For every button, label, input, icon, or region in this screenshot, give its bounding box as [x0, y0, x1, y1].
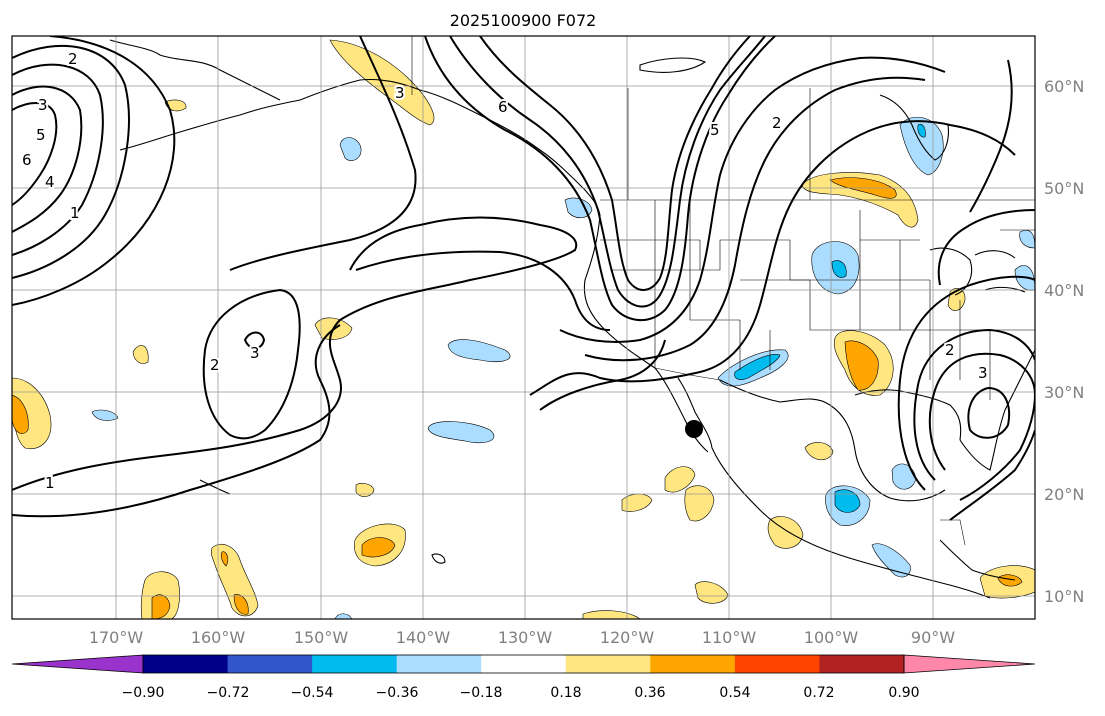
lon-label: 140°W [396, 628, 451, 647]
lon-label: 120°W [600, 628, 655, 647]
colorbar-ticks: −0.90 −0.72 −0.54 −0.36 −0.18 0.18 0.36 … [122, 685, 920, 701]
colorbar-tick-label: −0.36 [376, 685, 419, 701]
graticule [12, 36, 1035, 619]
contour-label: 6 [22, 151, 32, 169]
shade-positive [694, 581, 729, 604]
colorbar-segment [734, 655, 820, 673]
contour-label: 6 [498, 98, 508, 116]
shade-positive [132, 345, 149, 364]
colorbar: −0.90 −0.72 −0.54 −0.36 −0.18 0.18 0.36 … [11, 654, 1036, 701]
shade-positive [684, 485, 715, 522]
shade-positive [12, 394, 29, 434]
shade-positive [997, 574, 1023, 587]
shade-positive [621, 493, 653, 512]
contour-label: 2 [772, 114, 782, 132]
shade-positive [220, 551, 229, 567]
colorbar-tick-label: 0.90 [888, 685, 919, 701]
contour-label: 4 [45, 173, 55, 191]
lat-label: 30°N [1044, 383, 1084, 402]
colorbar-tick-label: 0.72 [803, 685, 834, 701]
colorbar-segment [227, 655, 313, 673]
shade-negative [917, 123, 926, 138]
lat-label: 40°N [1044, 281, 1084, 300]
shade-negative [871, 543, 911, 578]
lon-label: 130°W [498, 628, 553, 647]
shade-positive [355, 483, 375, 497]
colorbar-segment [650, 655, 736, 673]
shade-positive [664, 466, 696, 493]
lon-label: 90°W [911, 628, 955, 647]
shade-positive [844, 340, 879, 391]
shade-negative [1019, 229, 1035, 249]
contour-label: 3 [395, 84, 405, 102]
colorbar-tick-label: 0.36 [634, 685, 665, 701]
lon-label: 110°W [702, 628, 757, 647]
lon-label: 160°W [191, 628, 246, 647]
colorbar-tick-label: 0.54 [719, 685, 750, 701]
lat-label: 10°N [1044, 587, 1084, 606]
lat-label: 20°N [1044, 485, 1084, 504]
contour-label: 3 [978, 364, 988, 382]
shade-positive [582, 610, 641, 619]
colorbar-frame [142, 654, 905, 674]
map-title: 2025100900 F072 [450, 11, 597, 30]
map-frame [11, 35, 1036, 620]
lat-labels: 60°N 50°N 40°N 30°N 20°N 10°N [1044, 77, 1084, 606]
contour-label: 3 [38, 96, 48, 114]
lon-labels: 170°W 160°W 150°W 140°W 130°W 120°W 110°… [89, 628, 955, 647]
shade-negative [899, 116, 944, 176]
shade-negative [91, 409, 119, 421]
colorbar-tick-label: −0.90 [122, 685, 165, 701]
shade-positive [233, 594, 249, 615]
contour-label: 2 [210, 356, 220, 374]
colorbar-arrow-right [903, 654, 1036, 674]
colorbar-arrow-left [11, 654, 144, 674]
lat-label: 50°N [1044, 179, 1084, 198]
colorbar-tick-label: 0.18 [550, 685, 581, 701]
contour-label: 5 [36, 126, 46, 144]
coastlines [109, 39, 1035, 599]
map-area: 2 3 5 6 4 1 6 5 2 3 3 2 1 2 3 [12, 36, 1035, 619]
colorbar-segment [312, 655, 398, 673]
colorbar-segment [481, 655, 567, 673]
colorbar-segment [396, 655, 482, 673]
shade-negative [564, 197, 593, 219]
colorbar-tick-label: −0.54 [291, 685, 334, 701]
contour-label: 5 [710, 121, 720, 139]
shade-negative [831, 260, 847, 278]
colorbar-tick-label: −0.18 [460, 685, 503, 701]
shade-positive [804, 442, 834, 461]
colorbar-segment [819, 655, 905, 673]
lon-label: 150°W [294, 628, 349, 647]
contour-label: 1 [70, 204, 80, 222]
shade-negative [447, 339, 511, 362]
shade-negative [339, 137, 362, 161]
colorbar-segment [565, 655, 651, 673]
lat-label: 60°N [1044, 77, 1084, 96]
shade-negative [734, 354, 781, 380]
lon-label: 100°W [804, 628, 859, 647]
shade-positive [361, 537, 396, 558]
shade-negative [427, 421, 495, 444]
contour-label: 1 [45, 474, 55, 492]
lon-label: 170°W [89, 628, 144, 647]
contour-label: 2 [68, 50, 78, 68]
contour-label: 2 [945, 341, 955, 359]
colorbar-segment [143, 655, 229, 673]
location-marker [685, 420, 703, 438]
contour-labels: 2 3 5 6 4 1 6 5 2 3 3 2 1 2 3 [20, 48, 990, 494]
colorbar-tick-label: −0.72 [207, 685, 250, 701]
contour-label: 3 [250, 344, 260, 362]
contours [12, 36, 1035, 521]
shade-negative [834, 489, 861, 513]
